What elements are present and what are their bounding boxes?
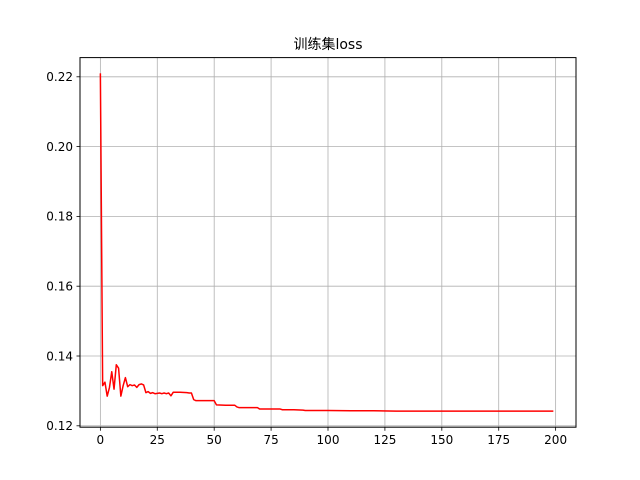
y-tick-label: 0.14 [46, 349, 73, 363]
x-tick-label: 125 [373, 433, 396, 447]
ticks: 0 25 50 75 100 125 150 175 200 0.12 0.14 0.16 0.18 0.… [46, 70, 567, 447]
x-tick-label: 0 [97, 433, 105, 447]
x-tick-label: 50 [207, 433, 222, 447]
series-layer [99, 73, 554, 412]
chart-title: 训练集loss [293, 36, 362, 53]
x-tick-label: 25 [150, 433, 165, 447]
x-tick-label: 175 [487, 433, 510, 447]
grid [80, 57, 576, 428]
y-tick-label: 0.22 [46, 70, 73, 84]
loss-series-line [99, 73, 554, 412]
y-tick-label: 0.16 [46, 280, 73, 294]
x-tick-label: 150 [430, 433, 453, 447]
y-tick-label: 0.12 [46, 419, 73, 433]
x-tick-label: 200 [544, 433, 567, 447]
x-tick-label: 75 [263, 433, 278, 447]
y-tick-label: 0.18 [46, 210, 73, 224]
y-tick-label: 0.20 [46, 140, 73, 154]
x-tick-label: 100 [317, 433, 340, 447]
